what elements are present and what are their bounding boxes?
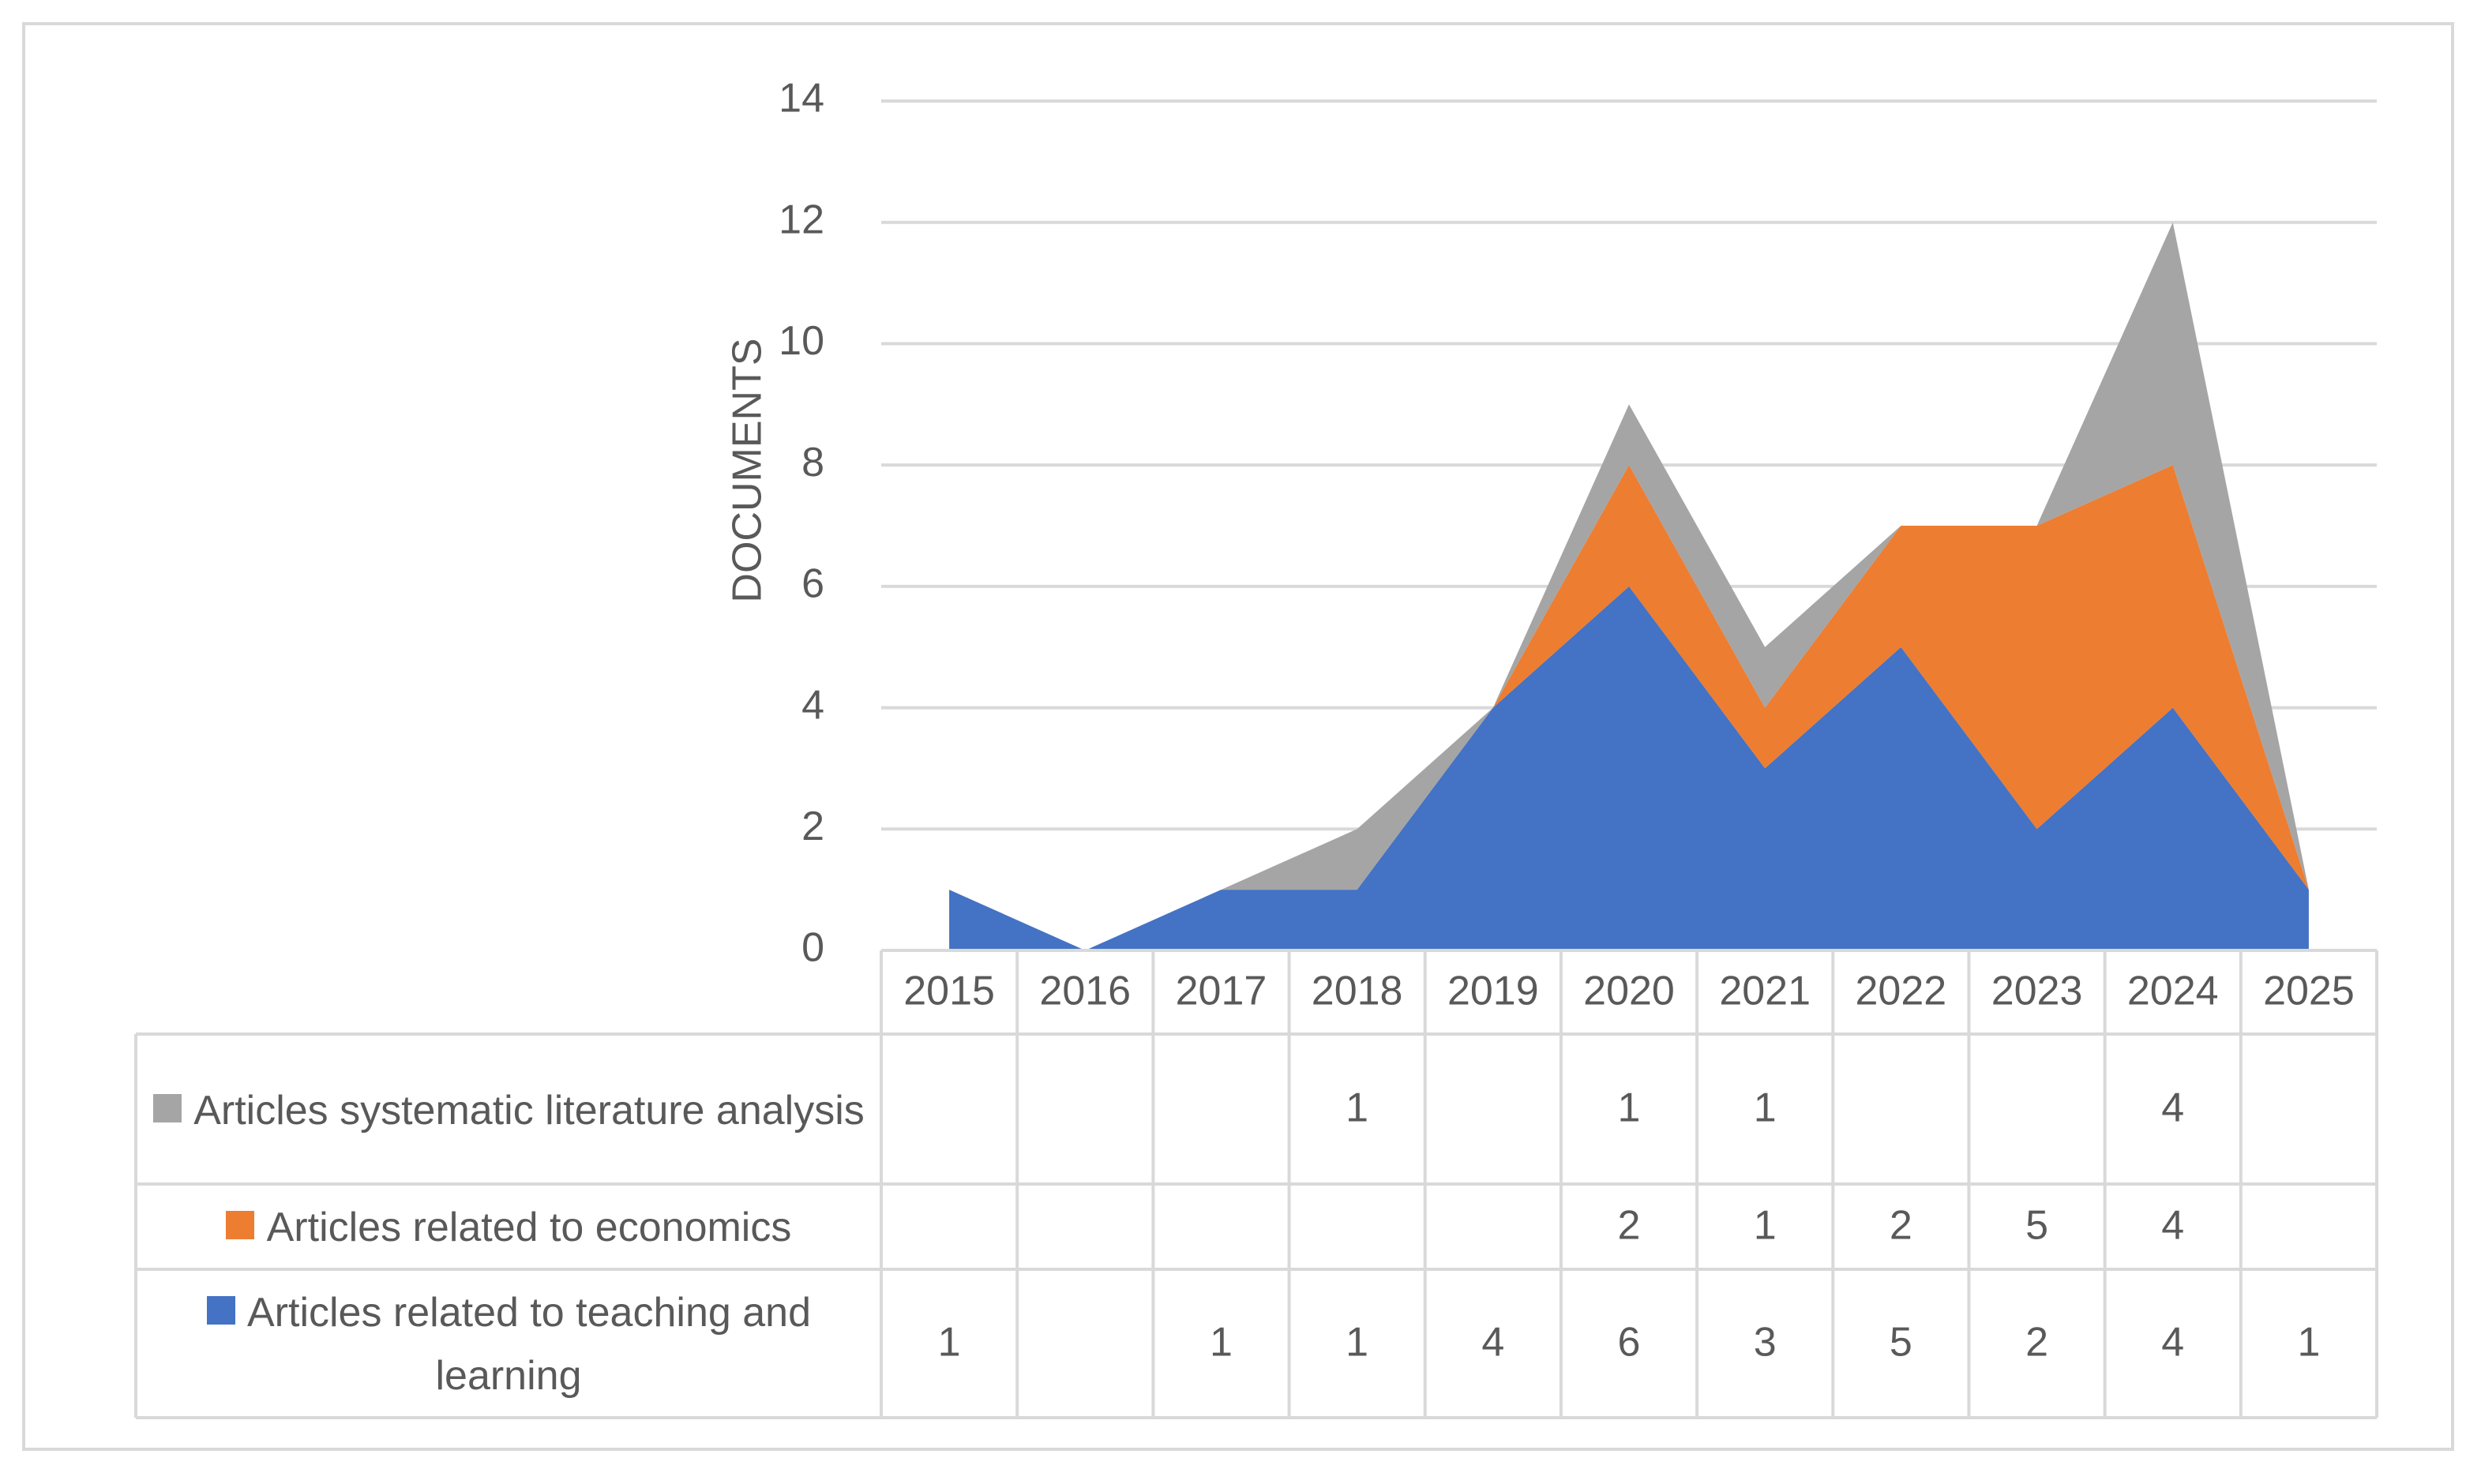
legend-label: Articles systematic literature analysis [193,1085,865,1133]
legend-swatch [152,1093,182,1122]
table-value: 3 [1754,1320,1777,1366]
x-tick-label: 2021 [1719,969,1811,1014]
legend-cell: Articles related to economics [136,1184,881,1269]
table-value: 1 [1618,1085,1641,1131]
table-value: 1 [2297,1320,2320,1366]
legend-text-wrap: Articles systematic literature analysis [152,1077,865,1141]
area [949,222,2309,950]
legend-label: Articles related to teaching and learnin… [247,1288,811,1399]
table-value: 4 [1481,1320,1504,1366]
y-axis-title: DOCUMENTS [725,338,771,602]
table-value: 5 [1890,1320,1912,1366]
table-value: 1 [1754,1203,1777,1249]
area [949,586,2309,950]
legend-label: Articles related to economics [266,1203,792,1250]
y-tick-label: 12 [779,197,824,242]
y-tick-label: 8 [801,440,824,485]
legend-text-wrap: Articles related to economics [225,1195,792,1258]
x-tick-label: 2018 [1312,969,1403,1014]
y-tick-label: 14 [779,76,824,122]
area [949,465,2309,950]
legend-swatch [206,1296,235,1325]
y-tick-label: 4 [801,682,824,728]
table-value: 1 [1346,1085,1368,1131]
chart-border [22,22,2454,1451]
x-tick-label: 2016 [1039,969,1131,1014]
legend-entry: Articles related to teaching and learnin… [136,1269,881,1418]
x-tick-label: 2019 [1447,969,1539,1014]
x-tick-label: 2020 [1583,969,1675,1014]
y-tick-label: 0 [801,925,824,971]
table-value: 2 [1890,1203,1912,1249]
table-value: 2 [1618,1203,1641,1249]
y-tick-label: 2 [801,804,824,849]
legend-text-wrap: Articles related to teaching and learnin… [148,1280,869,1407]
x-tick-label: 2024 [2127,969,2219,1014]
table-value: 4 [2161,1203,2184,1249]
table-value: 4 [2161,1085,2184,1131]
legend-entry: Articles related to economics [136,1184,881,1269]
x-tick-label: 2022 [1856,969,1947,1014]
y-tick-label: 6 [801,561,824,607]
table-value: 4 [2161,1320,2184,1366]
legend-cell: Articles systematic literature analysis [136,1034,881,1184]
legend-cell: Articles related to teaching and learnin… [136,1269,881,1418]
legend-swatch [225,1211,254,1239]
table-value: 1 [938,1320,961,1366]
table-value: 1 [1754,1085,1777,1131]
x-tick-label: 2025 [2263,969,2355,1014]
y-tick-label: 10 [779,318,824,364]
table-value: 5 [2025,1203,2048,1249]
table-value: 1 [1346,1320,1368,1366]
x-tick-label: 2023 [1991,969,2083,1014]
table-value: 6 [1618,1320,1641,1366]
table-value: 2 [2025,1320,2048,1366]
x-tick-label: 2015 [903,969,995,1014]
x-tick-label: 2017 [1176,969,1267,1014]
legend-entry: Articles systematic literature analysis [136,1034,881,1184]
table-value: 1 [1210,1320,1233,1366]
